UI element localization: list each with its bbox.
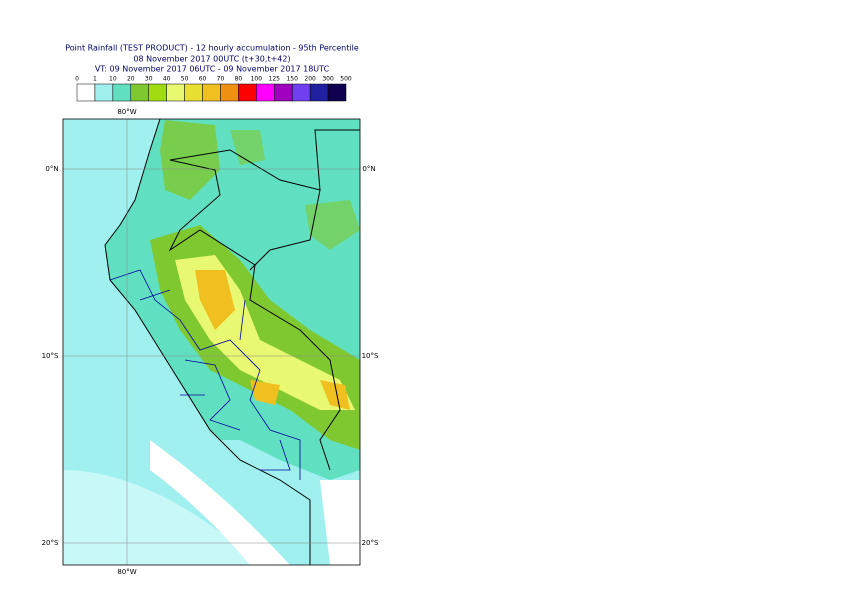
legend-swatch — [309, 83, 329, 102]
lat-label: 20°S — [42, 539, 59, 547]
department-border — [109, 269, 301, 480]
legend-swatch — [256, 83, 275, 102]
legend-label: 70 — [217, 76, 225, 83]
legend-swatch — [274, 83, 293, 102]
legend-swatch — [112, 83, 132, 102]
map-frame — [62, 118, 361, 566]
legend-swatch — [202, 83, 221, 102]
legend-label: 200 — [304, 76, 316, 83]
legend-label: 40 — [163, 76, 171, 83]
country-border — [168, 129, 360, 471]
graticule — [63, 119, 360, 565]
legend-swatch — [291, 83, 311, 102]
lon-label: 80°W — [117, 108, 136, 116]
legend-swatch — [220, 83, 239, 102]
legend-label: 10 — [109, 76, 117, 83]
lat-label: 20°S — [362, 539, 379, 547]
run-time: 08 November 2017 00UTC (t+30,t+42) — [133, 55, 290, 64]
title: Point Rainfall (TEST PRODUCT) - 12 hourl… — [65, 44, 359, 53]
legend-swatch — [184, 83, 203, 102]
ocean-light — [63, 470, 260, 565]
lat-label: 10°S — [42, 352, 59, 360]
rain-band — [230, 130, 360, 250]
legend-swatch — [94, 83, 114, 102]
legend-swatch — [238, 83, 257, 102]
legend-swatch — [327, 83, 347, 102]
legend-label: 0 — [75, 76, 79, 83]
coastline — [104, 119, 311, 565]
legend-label: 30 — [145, 76, 153, 83]
legend-label: 100 — [251, 76, 263, 83]
legend-swatch — [166, 83, 185, 102]
legend-label: 60 — [199, 76, 207, 83]
dry-area — [150, 440, 290, 565]
rainfall-map — [63, 119, 360, 565]
legend-label: 80 — [235, 76, 243, 83]
rain-band — [160, 120, 220, 200]
valid-time: VT: 09 November 2017 06UTC - 09 November… — [95, 65, 330, 74]
legend-label: 300 — [322, 76, 334, 83]
legend-swatch — [76, 83, 96, 102]
light-rain — [200, 440, 360, 565]
legend-label: 50 — [181, 76, 189, 83]
rain-core — [195, 270, 350, 410]
lat-label: 0°N — [45, 165, 58, 173]
legend-label: 150 — [286, 76, 298, 83]
legend-label: 20 — [127, 76, 135, 83]
lat-label: 10°S — [362, 352, 379, 360]
dry-area — [320, 480, 360, 565]
legend-label: 500 — [340, 76, 352, 83]
legend-label: 1 — [93, 76, 97, 83]
legend-swatch — [130, 83, 149, 102]
legend: 0 1 10 20 30 40 50 60 70 80 100 125 150 200 300 500 — [75, 76, 352, 102]
legend-swatch — [148, 83, 167, 102]
lon-label: 80°W — [117, 568, 136, 576]
lat-label: 0°N — [362, 165, 375, 173]
legend-label: 125 — [269, 76, 281, 83]
